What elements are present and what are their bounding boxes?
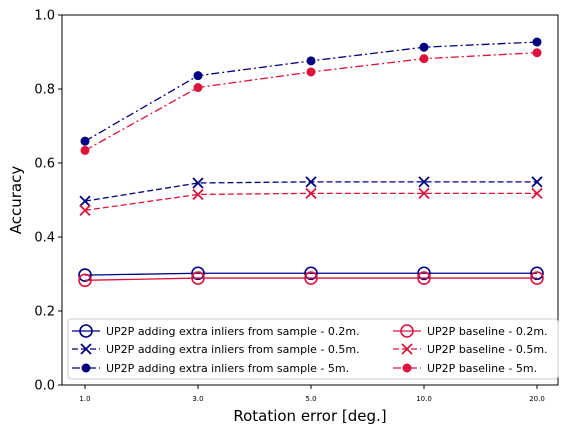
legend-label: UP2P adding extra inliers from sample - …	[106, 362, 349, 375]
series-3	[80, 37, 542, 146]
series-2	[79, 176, 543, 207]
legend-label: UP2P adding extra inliers from sample - …	[106, 325, 360, 338]
legend-marker	[400, 324, 414, 338]
series-6	[80, 48, 542, 155]
legend-label: UP2P baseline - 0.2m.	[427, 325, 548, 338]
data-point	[78, 273, 92, 288]
data-point	[419, 42, 429, 52]
series-line	[84, 192, 537, 212]
legend-entry: UP2P baseline - 0.2m.	[393, 324, 548, 338]
legend-label: UP2P adding extra inliers from sample - …	[106, 343, 360, 356]
data-point	[532, 48, 542, 58]
data-point	[304, 266, 318, 281]
legend-marker	[81, 363, 91, 373]
y-tick-label: 0.2	[34, 305, 55, 320]
y-tick-label: 0.8	[34, 83, 55, 98]
series-line	[84, 272, 537, 276]
x-tick-label: 1.0	[79, 395, 90, 403]
legend-entry: UP2P adding extra inliers from sample - …	[72, 324, 360, 338]
y-axis-title: Accuracy	[7, 166, 25, 235]
data-point	[530, 266, 544, 281]
data-point	[193, 71, 203, 81]
series-line	[84, 277, 537, 281]
data-point	[531, 187, 543, 199]
data-point	[80, 145, 90, 155]
series-5	[79, 187, 543, 216]
legend-marker	[79, 324, 93, 338]
data-point	[530, 271, 544, 285]
data-point	[80, 136, 90, 146]
legend-marker	[80, 343, 92, 355]
legend-marker	[402, 363, 412, 373]
legend-entry: UP2P baseline - 0.5m.	[393, 343, 548, 356]
data-point	[191, 266, 205, 281]
legend-label: UP2P baseline - 0.5m.	[427, 343, 548, 356]
data-point	[305, 187, 317, 199]
data-point	[418, 176, 430, 188]
legend-entry: UP2P adding extra inliers from sample - …	[72, 343, 360, 356]
data-point	[78, 268, 92, 282]
legend-entry: UP2P adding extra inliers from sample - …	[72, 362, 349, 375]
data-point	[191, 271, 205, 285]
x-tick-label: 5.0	[305, 395, 316, 403]
x-tick-label: 20.0	[529, 395, 545, 403]
data-point	[192, 188, 204, 201]
data-point	[531, 176, 543, 188]
data-point	[305, 176, 317, 188]
x-axis-title: Rotation error [deg.]	[233, 407, 386, 425]
y-tick-label: 0.6	[34, 157, 55, 172]
y-tick-label: 1.0	[34, 9, 55, 24]
legend-label: UP2P baseline - 5m.	[427, 362, 537, 375]
series-line	[84, 52, 538, 151]
data-point	[79, 195, 91, 207]
series-4	[78, 271, 544, 288]
data-point	[419, 54, 429, 64]
data-point	[417, 271, 431, 285]
legend: UP2P adding extra inliers from sample - …	[67, 318, 559, 380]
legend-marker	[401, 343, 413, 355]
data-point	[418, 187, 430, 199]
data-point	[79, 204, 91, 216]
x-axis: 1.0 3.0 5.0 10.0 20.0	[79, 385, 545, 403]
y-tick-label: 0.0	[34, 379, 55, 394]
y-tick-label: 0.4	[34, 231, 55, 246]
data-point	[306, 56, 316, 66]
data-point	[417, 266, 431, 281]
series-1	[78, 266, 544, 282]
legend-box	[67, 318, 559, 380]
y-axis: 0.0 0.2 0.4 0.6 0.8 1.0	[34, 9, 62, 394]
data-point	[306, 67, 316, 77]
series-line	[84, 181, 537, 202]
data-point	[532, 37, 542, 47]
legend-entry: UP2P baseline - 5m.	[393, 362, 537, 375]
plot-marks	[78, 37, 544, 288]
plot-frame	[61, 14, 559, 386]
data-point	[193, 83, 203, 93]
x-tick-label: 10.0	[416, 395, 432, 403]
x-tick-label: 3.0	[192, 395, 203, 403]
data-point	[192, 177, 204, 189]
data-point	[304, 271, 318, 285]
